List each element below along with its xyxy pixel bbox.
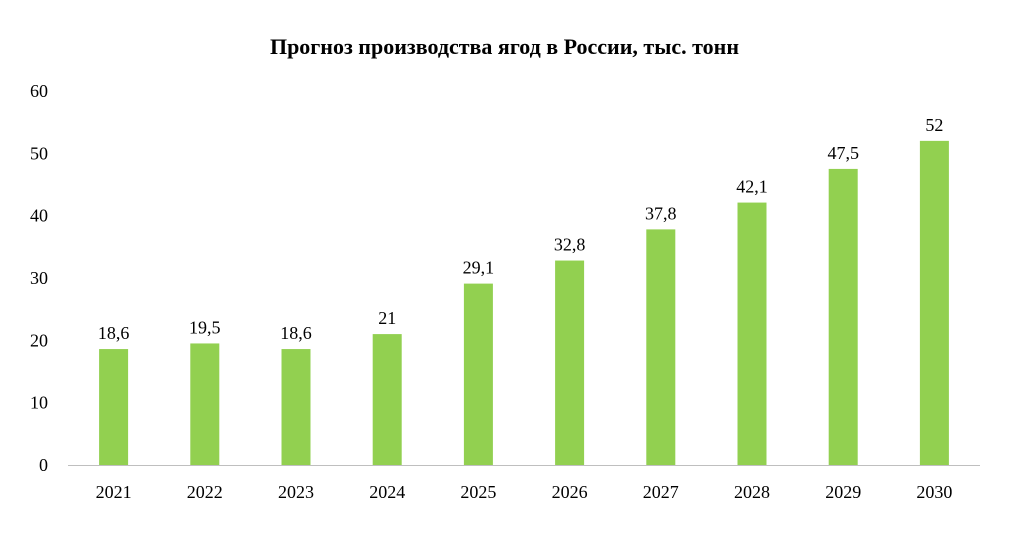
- data-label: 37,8: [645, 203, 677, 223]
- x-tick-label: 2025: [460, 482, 496, 502]
- bar: [99, 349, 129, 465]
- data-label: 21: [378, 308, 396, 328]
- x-tick-label: 2029: [825, 482, 861, 502]
- data-label: 18,6: [98, 323, 130, 343]
- bar: [737, 202, 767, 465]
- y-tick-label: 50: [30, 143, 48, 163]
- chart-title: Прогноз производства ягод в России, тыс.…: [269, 34, 740, 59]
- bar: [463, 283, 493, 465]
- x-tick-label: 2027: [643, 482, 679, 502]
- y-tick-label: 10: [30, 393, 48, 413]
- bar: [372, 334, 402, 465]
- data-label: 47,5: [827, 143, 859, 163]
- bar: [281, 349, 311, 465]
- bar-series: [99, 140, 949, 465]
- bar: [190, 343, 220, 465]
- x-tick-label: 2023: [278, 482, 314, 502]
- x-tick-label: 2022: [187, 482, 223, 502]
- x-tick-label: 2024: [369, 482, 405, 502]
- data-label: 18,6: [280, 323, 312, 343]
- data-labels: 18,6 19,5 18,6 21 29,1 32,8 37,8 42,1 47,5 52: [98, 115, 944, 343]
- x-tick-label: 2028: [734, 482, 770, 502]
- data-label: 29,1: [463, 258, 495, 278]
- x-tick-label: 2026: [552, 482, 588, 502]
- y-tick-label: 0: [39, 455, 48, 475]
- bar: [828, 168, 858, 465]
- y-tick-label: 20: [30, 330, 48, 350]
- bar: [555, 260, 585, 465]
- data-label: 52: [925, 115, 943, 135]
- y-axis: 0 10 20 30 40 50 60: [30, 81, 48, 475]
- x-tick-label: 2021: [96, 482, 132, 502]
- bar: [919, 140, 949, 465]
- y-tick-label: 60: [30, 81, 48, 101]
- bar: [646, 229, 676, 465]
- x-axis: 2021 2022 2023 2024 2025 2026 2027 2028 2029 2030: [96, 482, 953, 502]
- x-tick-label: 2030: [916, 482, 952, 502]
- data-label: 42,1: [736, 177, 768, 197]
- y-tick-label: 30: [30, 268, 48, 288]
- data-label: 19,5: [189, 317, 221, 337]
- y-tick-label: 40: [30, 206, 48, 226]
- data-label: 32,8: [554, 235, 586, 255]
